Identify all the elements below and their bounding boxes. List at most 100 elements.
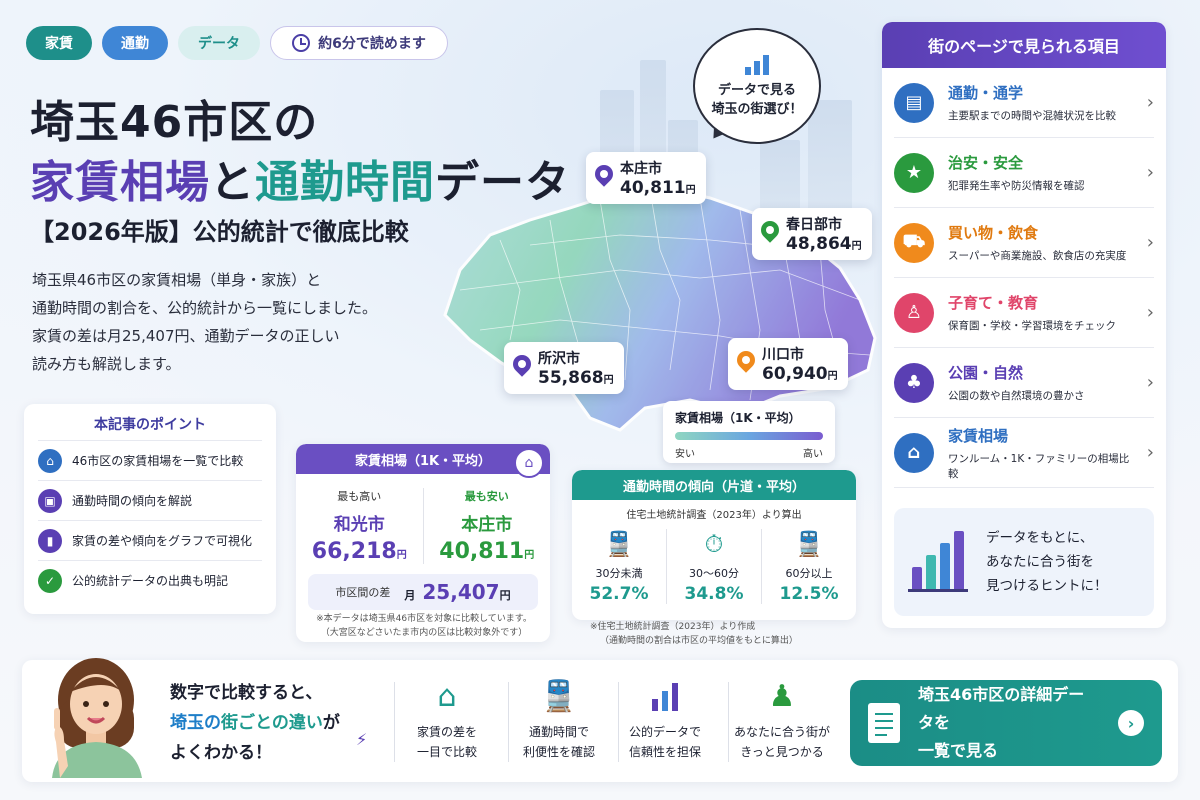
page-subtitle: 【2026年版】公的統計で徹底比較 — [30, 218, 409, 246]
feature-title: 家賃相場 — [948, 426, 1009, 445]
pin-value-number: 55,868 — [538, 368, 604, 388]
commute-bucket-label: 30分未満 — [595, 567, 643, 580]
map-pin-kawaguchi[interactable]: 川口市 60,940円 — [728, 338, 848, 390]
map-pin-icon — [512, 355, 532, 381]
rent-note: ※本データは埼玉県46市区を対象に比較しています。 （大宮区などさいたま市内の区… — [304, 612, 544, 640]
feature-check-commute: 🚆 通勤時間で 利便性を確認 — [500, 676, 618, 762]
bottom-quote: 数字で比較すると、 埼玉の街ごとの違いが よくわかる！ — [170, 678, 340, 768]
rent-diff-label: 市区間の差 — [335, 586, 391, 599]
feature-safety[interactable]: ★ 治安・安全 犯罪発生率や防災情報を確認 › — [894, 138, 1154, 208]
points-item-text: 家賃の差や傾向をグラフで可視化 — [72, 534, 253, 548]
speech-bubble: データで見る 埼玉の街選び！ — [693, 28, 821, 144]
chevron-right-icon: › — [1146, 302, 1154, 323]
commute-bucket-pct: 12.5% — [779, 584, 839, 604]
feature-parks[interactable]: ♣ 公園・自然 公園の数や自然環境の豊かさ › — [894, 348, 1154, 418]
feature-line: 利便性を確認 — [522, 745, 595, 759]
feature-compare-rent: ⌂ 家賃の差を 一目で比較 — [388, 676, 506, 762]
feature-title: 子育て・教育 — [948, 294, 1039, 312]
quote-line: よくわかる！ — [170, 743, 272, 763]
title-rent-highlight: 家賃相場 — [30, 157, 210, 208]
bar-chart-icon — [745, 53, 769, 75]
bar-chart-icon — [908, 531, 968, 592]
hint-box: データをもとに、 あなたに合う街を 見つけるヒントに！ — [894, 508, 1154, 616]
rent-card-header: 家賃相場（1K・平均） — [296, 444, 550, 474]
feature-commute[interactable]: ▤ 通勤・通学 主要駅までの時間や混雑状況を比較 › — [894, 68, 1154, 138]
hint-text: データをもとに、 あなたに合う街を 見つけるヒントに！ — [986, 526, 1108, 598]
commute-note-line: （通勤時間の割合は市区の平均値をもとに算出） — [600, 636, 798, 646]
house-icon: ⌂ — [894, 432, 934, 473]
rent-difference: 市区間の差 月 25,407円 — [308, 574, 538, 610]
tag-data[interactable]: データ — [178, 26, 260, 60]
hint-line: 見つけるヒントに！ — [986, 578, 1108, 594]
cta-line: 埼玉46市区の詳細データを — [918, 685, 1085, 732]
commute-note-line: ※住宅土地統計調査（2023年）より作成 — [590, 622, 756, 632]
feature-line: 信頼性を担保 — [628, 745, 701, 759]
train-icon: 🚆 — [794, 530, 824, 558]
rent-highest-value: 66,218円 — [296, 539, 423, 564]
map-pin-tokorozawa[interactable]: 所沢市 55,868円 — [504, 342, 624, 394]
page-title-line2: 家賃相場と通勤時間データ — [30, 146, 570, 210]
page-title-line1: 埼玉46市区の — [30, 97, 319, 148]
map-pin-kasukabe[interactable]: 春日部市 48,864円 — [752, 208, 872, 260]
read-time-badge: 約6分で読めます — [270, 26, 448, 60]
bar-chart-icon — [606, 676, 724, 716]
tag-label: 通勤 — [121, 36, 149, 52]
feature-rent[interactable]: ⌂ 家賃相場ワンルーム・1K・ファミリーの相場比較 › — [894, 418, 1154, 488]
rent-diff-number: 25,407 — [422, 580, 500, 604]
sparkle-icon: ⚡ — [356, 730, 368, 749]
points-title: 本記事のポイント — [94, 417, 206, 433]
rent-summary-card: 家賃相場（1K・平均） ⌂ 最も高い 和光市 66,218円 最も安い 本庄市 … — [296, 444, 550, 642]
rent-lowest-number: 40,811 — [439, 539, 525, 564]
map-legend: 家賃相場（1K・平均） 安い 高い — [663, 401, 835, 463]
woman-illustration — [52, 658, 142, 778]
legend-title: 家賃相場（1K・平均） — [675, 411, 801, 425]
title-data-word: データ — [435, 157, 570, 208]
tag-commute[interactable]: 通勤 — [102, 26, 168, 60]
bubble-line: 埼玉の街選び！ — [711, 102, 803, 117]
pin-city-name: 本庄市 — [620, 161, 662, 177]
commute-note: ※住宅土地統計調査（2023年）より作成 （通勤時間の割合は市区の平均値をもとに… — [590, 620, 850, 648]
pin-city-name: 春日部市 — [786, 217, 842, 233]
train-icon: 🚆 — [604, 530, 634, 558]
commute-bucket: 🚆 30分未満 52.7% — [572, 529, 666, 604]
train-icon: 🚆 — [540, 678, 578, 714]
house-icon: ⌂ — [437, 678, 457, 714]
legend-low-label: 安い — [675, 449, 695, 460]
map-pin-honjo[interactable]: 本庄市 40,811円 — [586, 152, 706, 204]
tag-rent[interactable]: 家賃 — [26, 26, 92, 60]
view-details-button[interactable]: 埼玉46市区の詳細データを 一覧で見る › — [850, 680, 1162, 766]
feature-line: 家賃の差を — [416, 725, 477, 739]
commute-card-header-label: 通勤時間の傾向（片道・平均） — [622, 479, 805, 495]
feature-desc: スーパーや商業施設、飲食店の充実度 — [948, 250, 1127, 262]
chevron-right-icon: › — [1146, 372, 1154, 393]
pin-city-name: 川口市 — [762, 347, 804, 363]
rent-lowest-label: 最も安い — [464, 490, 509, 503]
hint-line: データをもとに、 — [986, 530, 1094, 546]
family-icon: ♙ — [894, 292, 934, 333]
document-icon — [868, 703, 900, 743]
lead-paragraph: 埼玉県46市区の家賃相場（単身・家族）と 通勤時間の割合を、公的統計から一覧にし… — [32, 266, 432, 378]
rent-note-line: （大宮区などさいたま市内の区は比較対象外です） — [320, 628, 528, 638]
feature-desc: ワンルーム・1K・ファミリーの相場比較 — [948, 452, 1130, 480]
lead-line: 通勤時間の割合を、公的統計から一覧にしました。 — [32, 299, 378, 317]
feature-childcare[interactable]: ♙ 子育て・教育 保育園・学校・学習環境をチェック › — [894, 278, 1154, 348]
quote-accent: 街ごとの違い — [221, 713, 323, 733]
features-panel-header: 街のページで見られる項目 — [882, 22, 1166, 68]
clock-icon: ⏱ — [704, 530, 724, 558]
pin-value: 55,868円 — [538, 368, 614, 388]
commute-source: 住宅土地統計調査（2023年）より算出 — [626, 510, 802, 521]
shield-icon: ★ — [894, 152, 934, 193]
feature-shopping[interactable]: ⛟ 買い物・飲食 スーパーや商業施設、飲食店の充実度 › — [894, 208, 1154, 278]
commute-card-header: 通勤時間の傾向（片道・平均） — [572, 470, 856, 500]
quote-accent: 埼玉の — [170, 713, 221, 733]
map-pin-icon — [760, 221, 780, 247]
title-connector: と — [210, 157, 255, 208]
rent-diff-value: 月 25,407円 — [404, 580, 510, 604]
house-icon: ⌂ — [38, 448, 62, 473]
rent-unit: 円 — [499, 589, 511, 602]
title-commute-highlight: 通勤時間 — [255, 157, 435, 208]
commute-bucket-label: 60分以上 — [785, 567, 833, 580]
bar-chart-icon: ▮ — [38, 528, 62, 553]
person-search-icon: ♟ — [768, 678, 796, 714]
chevron-right-icon: › — [1146, 442, 1154, 463]
